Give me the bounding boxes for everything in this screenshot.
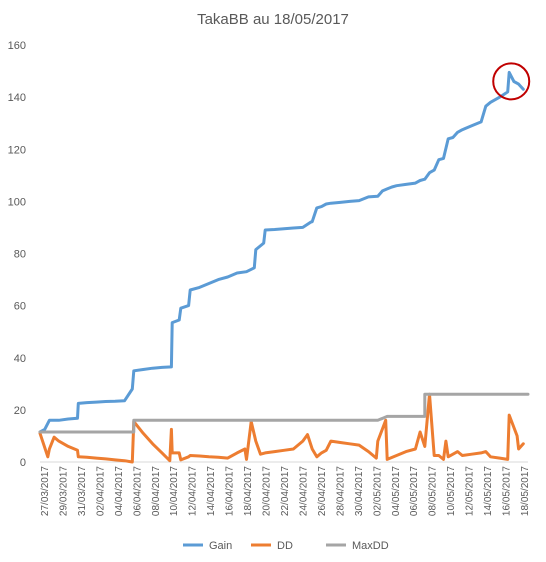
series-line-dd bbox=[38, 392, 525, 464]
y-tick-label: 60 bbox=[14, 301, 26, 313]
x-axis-ticks: 27/03/2017 29/03/2017 31/03/2017 02/04/2017… bbox=[40, 466, 531, 516]
x-tick-label: 02/04/2017 bbox=[95, 466, 106, 516]
legend: Gain DD MaxDD bbox=[183, 540, 389, 552]
legend-item-maxdd: MaxDD bbox=[326, 540, 389, 552]
y-tick-label: 160 bbox=[8, 40, 26, 52]
x-tick-label: 06/05/2017 bbox=[409, 466, 420, 516]
x-tick-label: 14/04/2017 bbox=[206, 466, 217, 516]
x-tick-label: 14/05/2017 bbox=[483, 466, 494, 516]
legend-item-gain: Gain bbox=[183, 540, 232, 552]
series-line-gain bbox=[38, 70, 525, 434]
x-tick-label: 08/05/2017 bbox=[428, 466, 439, 516]
series-lines bbox=[38, 70, 530, 464]
x-tick-label: 28/04/2017 bbox=[335, 466, 346, 516]
y-tick-label: 20 bbox=[14, 405, 26, 417]
x-tick-label: 29/03/2017 bbox=[58, 466, 69, 516]
y-tick-label: 40 bbox=[14, 353, 26, 365]
y-tick-label: 120 bbox=[8, 144, 26, 156]
x-tick-label: 06/04/2017 bbox=[132, 466, 143, 516]
series-line-maxdd bbox=[38, 392, 530, 434]
x-tick-label: 18/04/2017 bbox=[243, 466, 254, 516]
x-tick-label: 04/04/2017 bbox=[114, 466, 125, 516]
x-tick-label: 10/04/2017 bbox=[169, 466, 180, 516]
legend-label: DD bbox=[277, 540, 293, 552]
x-tick-label: 02/05/2017 bbox=[372, 466, 383, 516]
chart-title: TakaBB au 18/05/2017 bbox=[197, 11, 349, 28]
x-tick-label: 16/05/2017 bbox=[502, 466, 513, 516]
x-tick-label: 31/03/2017 bbox=[77, 466, 88, 516]
y-tick-label: 100 bbox=[8, 196, 26, 208]
x-tick-label: 10/05/2017 bbox=[446, 466, 457, 516]
legend-item-dd: DD bbox=[251, 540, 293, 552]
x-tick-label: 20/04/2017 bbox=[262, 466, 273, 516]
highlight-circle bbox=[492, 62, 531, 101]
y-axis-ticks: 0 20 40 60 80 100 120 140 160 bbox=[8, 40, 26, 469]
y-tick-label: 140 bbox=[8, 92, 26, 104]
x-tick-label: 12/05/2017 bbox=[465, 466, 476, 516]
x-tick-label: 24/04/2017 bbox=[298, 466, 309, 516]
x-tick-label: 27/03/2017 bbox=[40, 466, 51, 516]
x-tick-label: 26/04/2017 bbox=[317, 466, 328, 516]
y-tick-label: 0 bbox=[20, 457, 26, 469]
y-tick-label: 80 bbox=[14, 249, 26, 261]
x-tick-label: 22/04/2017 bbox=[280, 466, 291, 516]
x-tick-label: 16/04/2017 bbox=[225, 466, 236, 516]
legend-label: Gain bbox=[209, 540, 232, 552]
x-tick-label: 18/05/2017 bbox=[520, 466, 531, 516]
x-tick-label: 30/04/2017 bbox=[354, 466, 365, 516]
legend-label: MaxDD bbox=[352, 540, 389, 552]
x-tick-label: 04/05/2017 bbox=[391, 466, 402, 516]
x-tick-label: 12/04/2017 bbox=[188, 466, 199, 516]
x-tick-label: 08/04/2017 bbox=[151, 466, 162, 516]
